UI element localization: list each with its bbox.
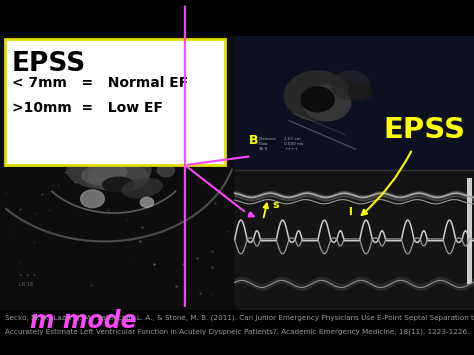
Circle shape (124, 146, 141, 159)
Text: B: B (249, 134, 258, 147)
Ellipse shape (64, 146, 126, 167)
Text: EPSS: EPSS (12, 51, 86, 77)
Bar (0, 36, 242, 309)
Bar (235, 196, 474, 200)
Circle shape (303, 85, 351, 121)
Ellipse shape (88, 163, 149, 192)
Bar (235, 170, 474, 309)
Bar (235, 36, 474, 309)
Bar (235, 245, 474, 248)
Text: •  •  •: • • • (19, 273, 36, 278)
Text: EPSS: EPSS (383, 116, 465, 143)
Circle shape (140, 197, 154, 207)
Circle shape (81, 190, 104, 208)
Text: m mode: m mode (30, 309, 136, 333)
Circle shape (332, 71, 370, 99)
Text: l: l (348, 207, 352, 217)
Text: Secko, M. A., Lazar, J. M., Salciccioli, L. A., & Stone, M. B. (2011). Can Junio: Secko, M. A., Lazar, J. M., Salciccioli,… (5, 314, 474, 321)
Circle shape (157, 164, 174, 177)
Ellipse shape (102, 176, 135, 192)
Circle shape (90, 124, 118, 146)
Text: Distance
Flow
26.9: Distance Flow 26.9 (258, 137, 276, 151)
Ellipse shape (81, 163, 128, 185)
Text: >10mm  =   Low EF: >10mm = Low EF (12, 101, 163, 115)
Bar (467, 178, 472, 284)
FancyBboxPatch shape (5, 39, 225, 165)
Text: < 7mm   =   Normal EF: < 7mm = Normal EF (12, 76, 188, 91)
Bar (235, 36, 474, 170)
Text: Accurately Estimate Left Ventricular Function in Acutely Dyspneic Patients?. Aca: Accurately Estimate Left Ventricular Fun… (5, 328, 469, 335)
Text: 2.07 cm
0.000 ms
++++: 2.07 cm 0.000 ms ++++ (284, 137, 304, 151)
Circle shape (301, 87, 334, 112)
Circle shape (348, 83, 372, 101)
Circle shape (284, 71, 351, 121)
Ellipse shape (66, 151, 152, 190)
Text: s: s (273, 200, 279, 210)
Circle shape (75, 138, 86, 146)
Text: LR 18: LR 18 (19, 282, 33, 287)
Ellipse shape (121, 178, 163, 198)
